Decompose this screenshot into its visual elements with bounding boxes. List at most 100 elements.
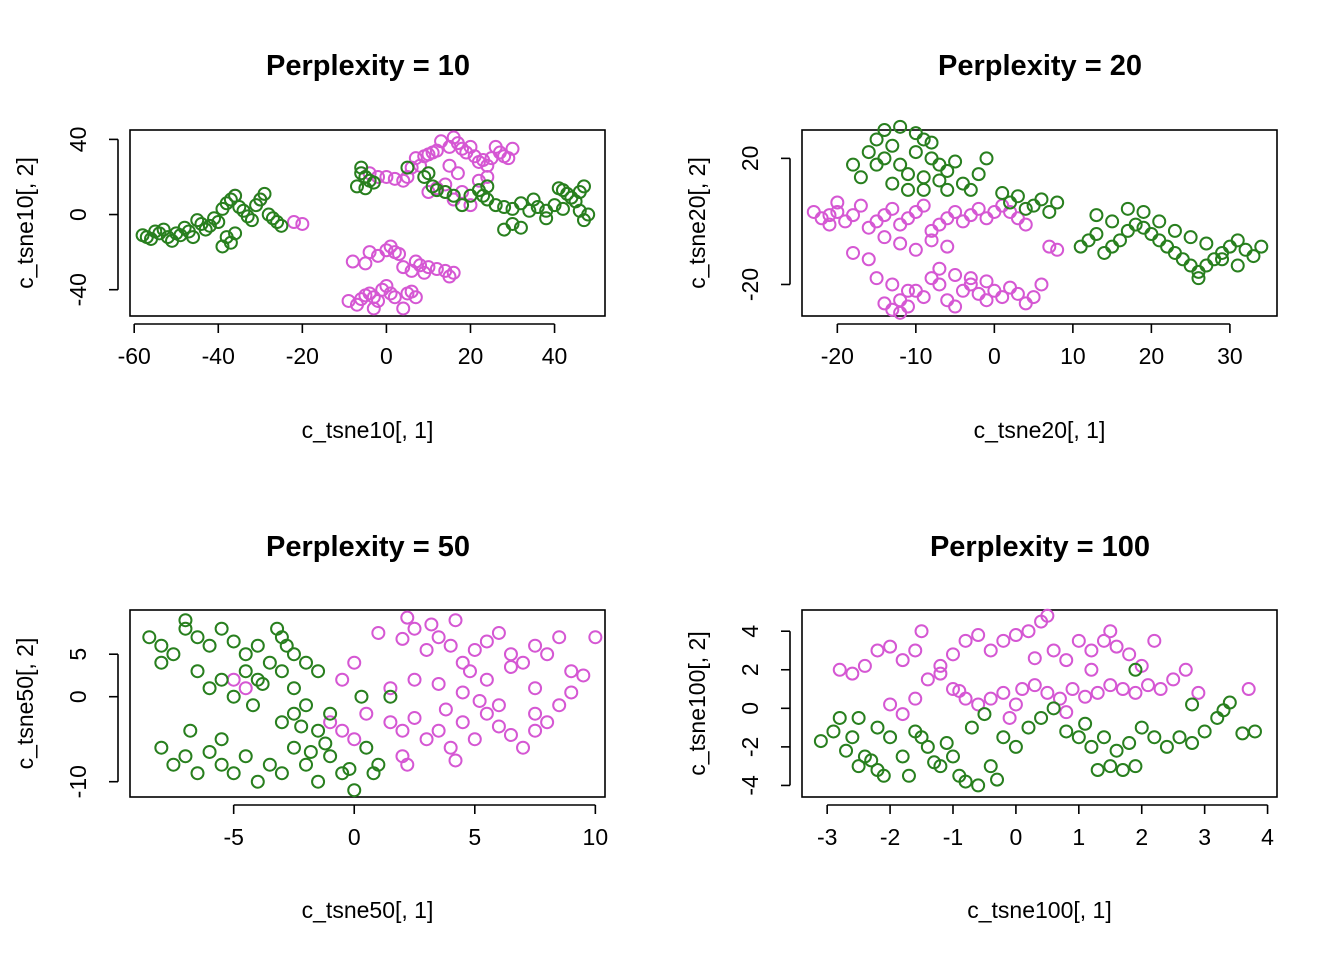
data-point	[1008, 628, 1023, 643]
data-point	[893, 305, 908, 320]
y-tick-label: 20	[737, 146, 763, 172]
data-point	[387, 171, 402, 186]
y-axis-label: c_tsne10[, 2]	[12, 157, 38, 289]
y-axis-label: c_tsne100[, 2]	[684, 631, 710, 776]
data-point	[226, 672, 241, 687]
data-point	[940, 293, 955, 308]
panel-title: Perplexity = 20	[938, 50, 1142, 82]
data-point	[1120, 223, 1135, 238]
data-point	[916, 182, 931, 197]
x-tick-label: -2	[880, 824, 900, 850]
x-tick-label: 2	[1135, 824, 1148, 850]
x-tick-label: -40	[202, 343, 235, 369]
data-point	[1191, 271, 1206, 286]
data-point	[916, 198, 931, 213]
data-point	[813, 734, 828, 749]
data-point	[1008, 697, 1023, 712]
data-point	[528, 723, 543, 738]
data-point	[450, 166, 465, 181]
data-point	[455, 198, 470, 213]
data-point	[448, 613, 463, 628]
x-tick-label: 3	[1198, 824, 1211, 850]
data-point	[869, 132, 884, 147]
data-point	[396, 301, 411, 316]
data-point	[1144, 227, 1159, 242]
data-point	[1021, 720, 1036, 735]
x-tick-label: 10	[1060, 343, 1086, 369]
data-point	[262, 757, 277, 772]
x-tick-label: 5	[468, 824, 481, 850]
x-tick-label: -20	[821, 343, 854, 369]
data-point	[379, 169, 394, 184]
data-point	[443, 638, 458, 653]
data-point	[223, 192, 238, 207]
data-point	[286, 215, 301, 230]
data-point	[400, 757, 415, 772]
data-point	[408, 290, 423, 305]
data-point	[349, 179, 364, 194]
data-point	[945, 749, 960, 764]
data-point	[211, 215, 226, 230]
data-point	[294, 719, 309, 734]
data-point	[983, 691, 998, 706]
data-point	[513, 196, 528, 211]
data-point	[375, 282, 390, 297]
data-point	[1073, 239, 1088, 254]
data-point	[257, 186, 272, 201]
data-point	[152, 226, 167, 241]
x-tick-label: 30	[1217, 343, 1243, 369]
data-point	[1081, 233, 1096, 248]
data-point	[226, 766, 241, 781]
data-point	[1128, 685, 1143, 700]
data-point	[979, 274, 994, 289]
data-point	[979, 211, 994, 226]
data-point	[952, 768, 967, 783]
data-point	[932, 157, 947, 172]
data-point	[472, 693, 487, 708]
data-point	[869, 271, 884, 286]
y-axis-label: c_tsne20[, 2]	[684, 157, 710, 289]
data-point	[893, 119, 908, 134]
data-point	[1059, 724, 1074, 739]
data-point	[250, 638, 265, 653]
data-point	[552, 630, 567, 645]
data-point	[358, 181, 373, 196]
panel-title: Perplexity = 100	[930, 531, 1150, 563]
data-point	[940, 239, 955, 254]
data-point	[576, 668, 591, 683]
data-point	[901, 768, 916, 783]
data-point	[990, 772, 1005, 787]
data-point	[530, 200, 545, 215]
x-axis-label: c_tsne10[, 1]	[302, 417, 434, 443]
data-point	[869, 214, 884, 229]
data-point	[864, 753, 879, 768]
data-point	[1216, 703, 1231, 718]
data-point	[274, 766, 289, 781]
data-point	[417, 169, 432, 184]
data-point	[1109, 639, 1124, 654]
data-point	[214, 757, 229, 772]
data-point	[1222, 695, 1237, 710]
data-point	[900, 167, 915, 182]
data-point	[979, 151, 994, 166]
data-point	[830, 204, 845, 219]
data-point	[442, 269, 457, 284]
data-point	[1183, 258, 1198, 273]
data-point	[345, 254, 360, 269]
data-point	[920, 672, 935, 687]
data-point	[1089, 227, 1104, 242]
data-point	[940, 211, 955, 226]
data-point	[226, 634, 241, 649]
panel-title: Perplexity = 50	[266, 531, 470, 563]
data-point	[1046, 701, 1061, 716]
data-point	[839, 743, 854, 758]
data-point	[1089, 208, 1104, 223]
data-point	[914, 730, 929, 745]
data-point	[1238, 242, 1253, 257]
data-point	[1222, 239, 1237, 254]
data-point	[419, 642, 434, 657]
data-point	[497, 222, 512, 237]
data-point	[262, 655, 277, 670]
data-point	[948, 299, 963, 314]
data-point	[1090, 763, 1105, 778]
